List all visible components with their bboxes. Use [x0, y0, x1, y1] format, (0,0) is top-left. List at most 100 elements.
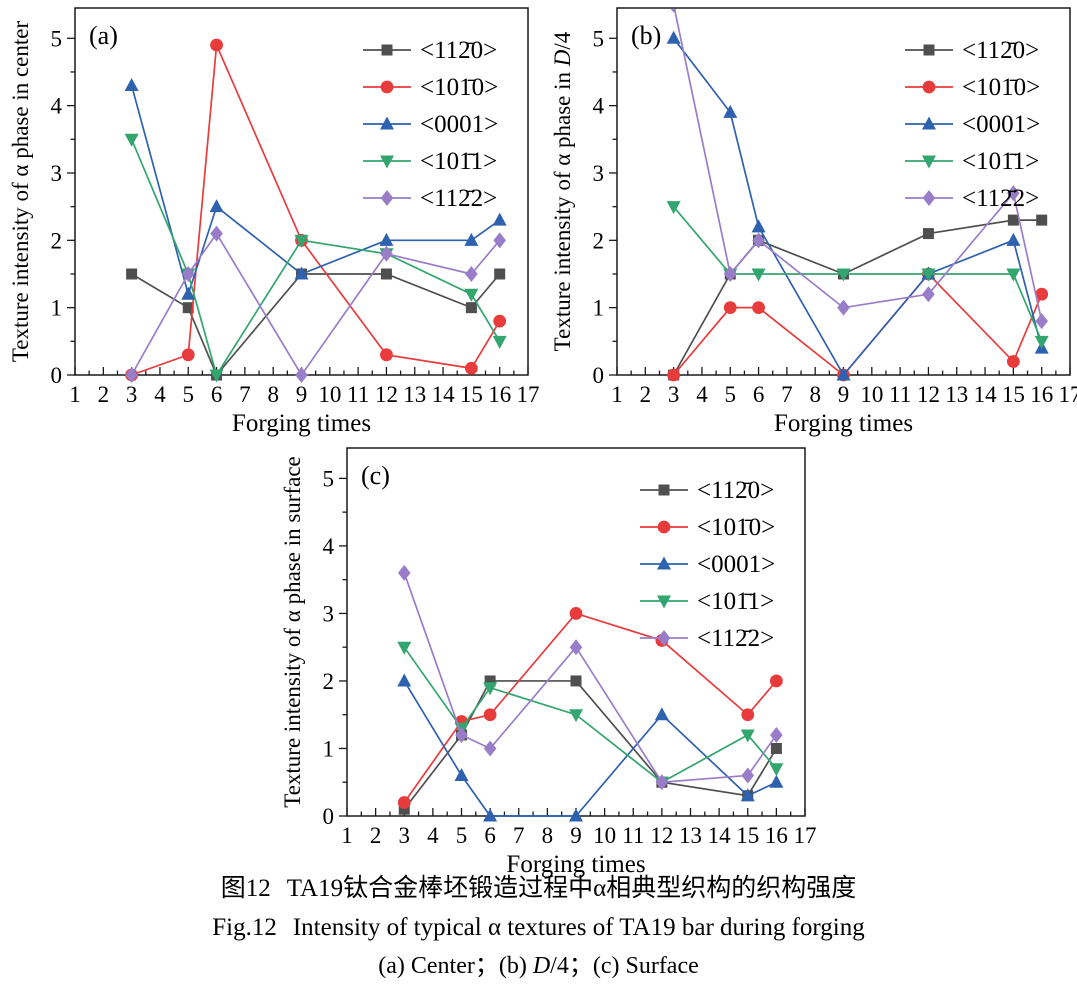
- caption-chinese-tag: 图12: [220, 875, 271, 902]
- series-0001: [124, 77, 507, 300]
- x-tick-label: 13: [403, 382, 426, 407]
- y-tick-label: 5: [593, 26, 605, 51]
- y-tick-label: 2: [323, 669, 335, 694]
- x-tick-label: 10: [318, 382, 341, 407]
- y-axis-title: Texture intensity of α phase in surface: [280, 456, 305, 808]
- panel-label: (a): [89, 21, 118, 50]
- chart-c-surface: 1 2 3 4 5 6 7 8 9 10 11 12 13 14 15 16 17 0 1 2 3 4 5 Forging t…: [272, 440, 817, 878]
- caption-chinese-text: TA19钛合金棒坯锻造过程中α相典型织构的织构强度: [286, 875, 857, 902]
- x-tick-label: 14: [974, 382, 998, 407]
- legend-item-1120: <112̄0>: [363, 37, 497, 64]
- legend-label: <101̄1>: [697, 588, 774, 615]
- series-line-0001: [403, 680, 777, 817]
- x-tick-label: 16: [1030, 382, 1053, 407]
- x-tick-label: 17: [517, 382, 540, 407]
- legend-item-0001: <0001>: [640, 551, 775, 578]
- x-tick-label: 4: [154, 382, 166, 407]
- x-tick-label: 7: [239, 382, 251, 407]
- caption-subtitle: (a) Center；(b) D/4；(c) Surface: [378, 953, 699, 979]
- legend-item-1011: <101̄1>: [363, 148, 497, 175]
- legend-item-1010: <101̄0>: [640, 514, 775, 541]
- y-tick-label: 1: [593, 296, 605, 321]
- y-tick-label: 4: [323, 534, 335, 559]
- y-tick-label: 5: [323, 466, 335, 491]
- y-tick-label: 0: [593, 363, 605, 388]
- x-tick-label: 8: [809, 382, 821, 407]
- x-tick-label: 17: [794, 823, 817, 848]
- x-tick-label: 5: [725, 382, 737, 407]
- y-tick-label: 3: [51, 161, 63, 186]
- x-tick-label: 13: [945, 382, 968, 407]
- y-tick-label: 4: [593, 94, 605, 119]
- x-tick-label: 11: [347, 382, 369, 407]
- y-axis-ticks: [67, 37, 75, 376]
- x-tick-label: 9: [838, 382, 850, 407]
- x-tick-labels: 1 2 3 4 5 6 7 8 9 10 11 12 13 14 15 16 17: [341, 823, 816, 848]
- figure-caption: 图12 TA19钛合金棒坯锻造过程中α相典型织构的织构强度 Fig.12 Inten…: [0, 876, 1077, 992]
- caption-chinese: 图12 TA19钛合金棒坯锻造过程中α相典型织构的织构强度: [0, 876, 1077, 901]
- y-tick-label: 3: [323, 601, 335, 626]
- panel-label: (b): [631, 21, 661, 50]
- legend-item-1122: <112̄2>: [640, 625, 774, 652]
- legend-item-1120: <112̄0>: [905, 37, 1039, 64]
- x-tick-label: 16: [488, 382, 511, 407]
- x-tick-label: 14: [432, 382, 456, 407]
- legend-label: <101̄0>: [697, 514, 775, 541]
- y-axis-ticks: [609, 37, 617, 376]
- x-tick-label: 5: [183, 382, 195, 407]
- x-axis-title: Forging times: [506, 851, 645, 878]
- x-tick-label: 14: [708, 823, 732, 848]
- y-axis-title: Texture intensity of α phase in center: [8, 21, 33, 363]
- x-tick-label: 1: [341, 823, 353, 848]
- legend-label: <101̄0>: [420, 74, 498, 101]
- series-line-1010: [672, 272, 1043, 377]
- y-tick-labels: 0 1 2 3 4 5: [593, 26, 605, 388]
- y-tick-label: 4: [51, 94, 63, 119]
- x-tick-labels: 1 2 3 4 5 6 7 8 9 10 11 12 13 14 15 16 17: [611, 382, 1077, 407]
- legend-label: <112̄2>: [420, 185, 497, 212]
- legend-item-1122: <112̄2>: [905, 185, 1039, 212]
- legend: <112̄0> <101̄0> <0001> <101̄1> <112̄2>: [640, 477, 775, 652]
- caption-english: Fig.12 Intensity of typical α textures of…: [0, 915, 1077, 940]
- x-tick-label: 4: [427, 823, 439, 848]
- x-tick-label: 17: [1059, 382, 1077, 407]
- series-0001: [666, 30, 1049, 381]
- series-1120: [398, 675, 782, 815]
- x-tick-label: 5: [456, 823, 468, 848]
- y-axis-title: Texture intensity of α phase in D/4: [550, 31, 575, 351]
- legend-item-0001: <0001>: [363, 111, 498, 138]
- series-1122: [125, 225, 506, 383]
- x-tick-label: 6: [484, 823, 496, 848]
- series-0001: [397, 673, 784, 822]
- chart-b-d4: 1 2 3 4 5 6 7 8 9 10 11 12 13 14 15 16 17 0 1 2 3 4 5 Forging t…: [537, 0, 1077, 437]
- legend-item-1010: <101̄0>: [363, 74, 498, 101]
- x-tick-label: 7: [513, 823, 525, 848]
- x-tick-label: 3: [668, 382, 680, 407]
- legend-item-1010: <101̄0>: [905, 74, 1040, 101]
- x-tick-label: 1: [69, 382, 81, 407]
- x-tick-label: 9: [296, 382, 308, 407]
- legend-label: <0001>: [420, 111, 498, 138]
- x-tick-label: 6: [211, 382, 223, 407]
- y-tick-labels: 0 1 2 3 4 5: [323, 466, 335, 829]
- x-tick-label: 10: [593, 823, 616, 848]
- x-axis-title: Forging times: [232, 410, 371, 437]
- y-tick-label: 0: [323, 804, 335, 829]
- series-line-1120: [672, 219, 1042, 376]
- y-tick-label: 0: [51, 363, 63, 388]
- y-tick-label: 2: [51, 228, 63, 253]
- y-tick-label: 3: [593, 161, 605, 186]
- series-line-1011: [403, 646, 778, 784]
- y-tick-label: 2: [593, 228, 605, 253]
- y-axis-ticks: [339, 477, 347, 817]
- x-tick-label: 16: [765, 823, 788, 848]
- x-tick-label: 10: [860, 382, 883, 407]
- series-line-1120: [403, 680, 778, 810]
- legend-label: <101̄1>: [420, 148, 497, 175]
- x-tick-label: 7: [781, 382, 793, 407]
- legend: <112̄0> <101̄0> <0001> <101̄1> <112̄2>: [905, 37, 1040, 212]
- x-tick-label: 12: [375, 382, 398, 407]
- x-tick-label: 3: [126, 382, 138, 407]
